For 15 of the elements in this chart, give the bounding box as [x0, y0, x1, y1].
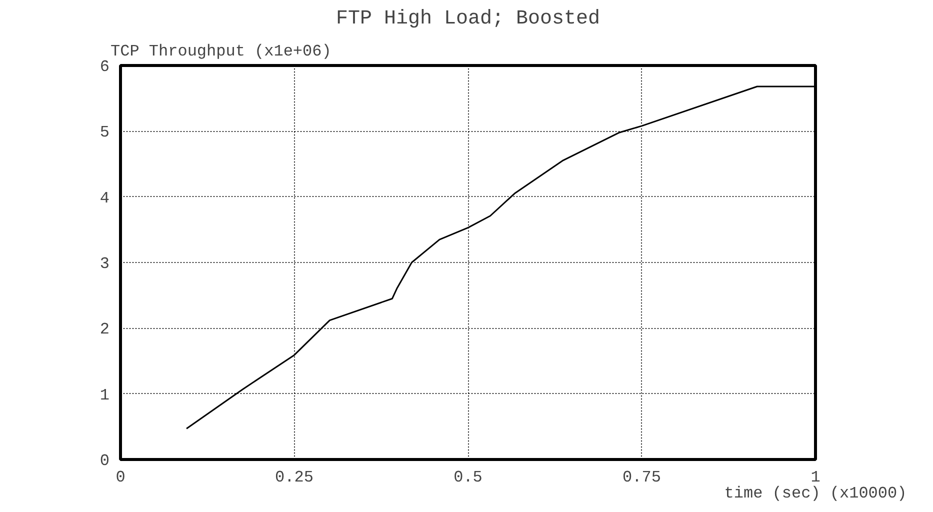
y-tick-label: 3: [100, 255, 110, 273]
x-tick-label: 0.75: [622, 468, 661, 486]
y-tick-label: 1: [100, 386, 110, 404]
y-tick-label: 6: [100, 58, 110, 76]
y-tick-label: 0: [100, 452, 110, 470]
y-tick-label: 5: [100, 124, 110, 142]
x-axis-title: time (sec) (x10000): [724, 484, 907, 502]
x-tick-label: 1: [810, 468, 820, 486]
x-tick-label: 0: [116, 468, 126, 486]
y-axis-title: TCP Throughput (x1e+06): [110, 42, 332, 60]
y-tick-label: 4: [100, 189, 110, 208]
y-tick-label: 2: [100, 320, 110, 339]
x-tick-label: 0.25: [275, 468, 314, 486]
chart-title: FTP High Load; Boosted: [336, 8, 600, 30]
x-tick-label: 0.5: [454, 468, 482, 486]
